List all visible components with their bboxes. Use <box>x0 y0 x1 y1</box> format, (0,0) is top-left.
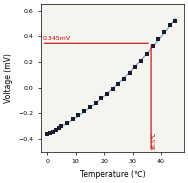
Point <box>88 106 91 109</box>
Point <box>46 133 49 136</box>
Point <box>83 110 86 113</box>
Text: 0.345mV: 0.345mV <box>43 36 71 41</box>
Point <box>123 77 126 80</box>
Point <box>60 124 63 127</box>
Point <box>117 82 120 85</box>
Point <box>134 66 137 68</box>
Point <box>57 126 60 129</box>
Point <box>100 97 103 100</box>
Point <box>71 117 74 120</box>
Point <box>157 38 160 41</box>
Point <box>66 121 69 124</box>
Text: 36.5℃: 36.5℃ <box>152 132 157 150</box>
Point <box>105 92 108 95</box>
Point <box>77 114 80 117</box>
Point <box>151 45 154 48</box>
X-axis label: Temperature (℃): Temperature (℃) <box>80 170 146 179</box>
Point <box>111 87 114 90</box>
Point <box>174 19 177 22</box>
Point <box>145 52 148 55</box>
Point <box>162 31 165 34</box>
Point <box>168 23 171 26</box>
Point <box>128 71 131 74</box>
Point <box>49 132 52 135</box>
Point <box>94 101 97 104</box>
Point <box>51 130 54 133</box>
Y-axis label: Voltage (mV): Voltage (mV) <box>4 53 13 103</box>
Point <box>140 59 143 62</box>
Point <box>54 128 57 131</box>
